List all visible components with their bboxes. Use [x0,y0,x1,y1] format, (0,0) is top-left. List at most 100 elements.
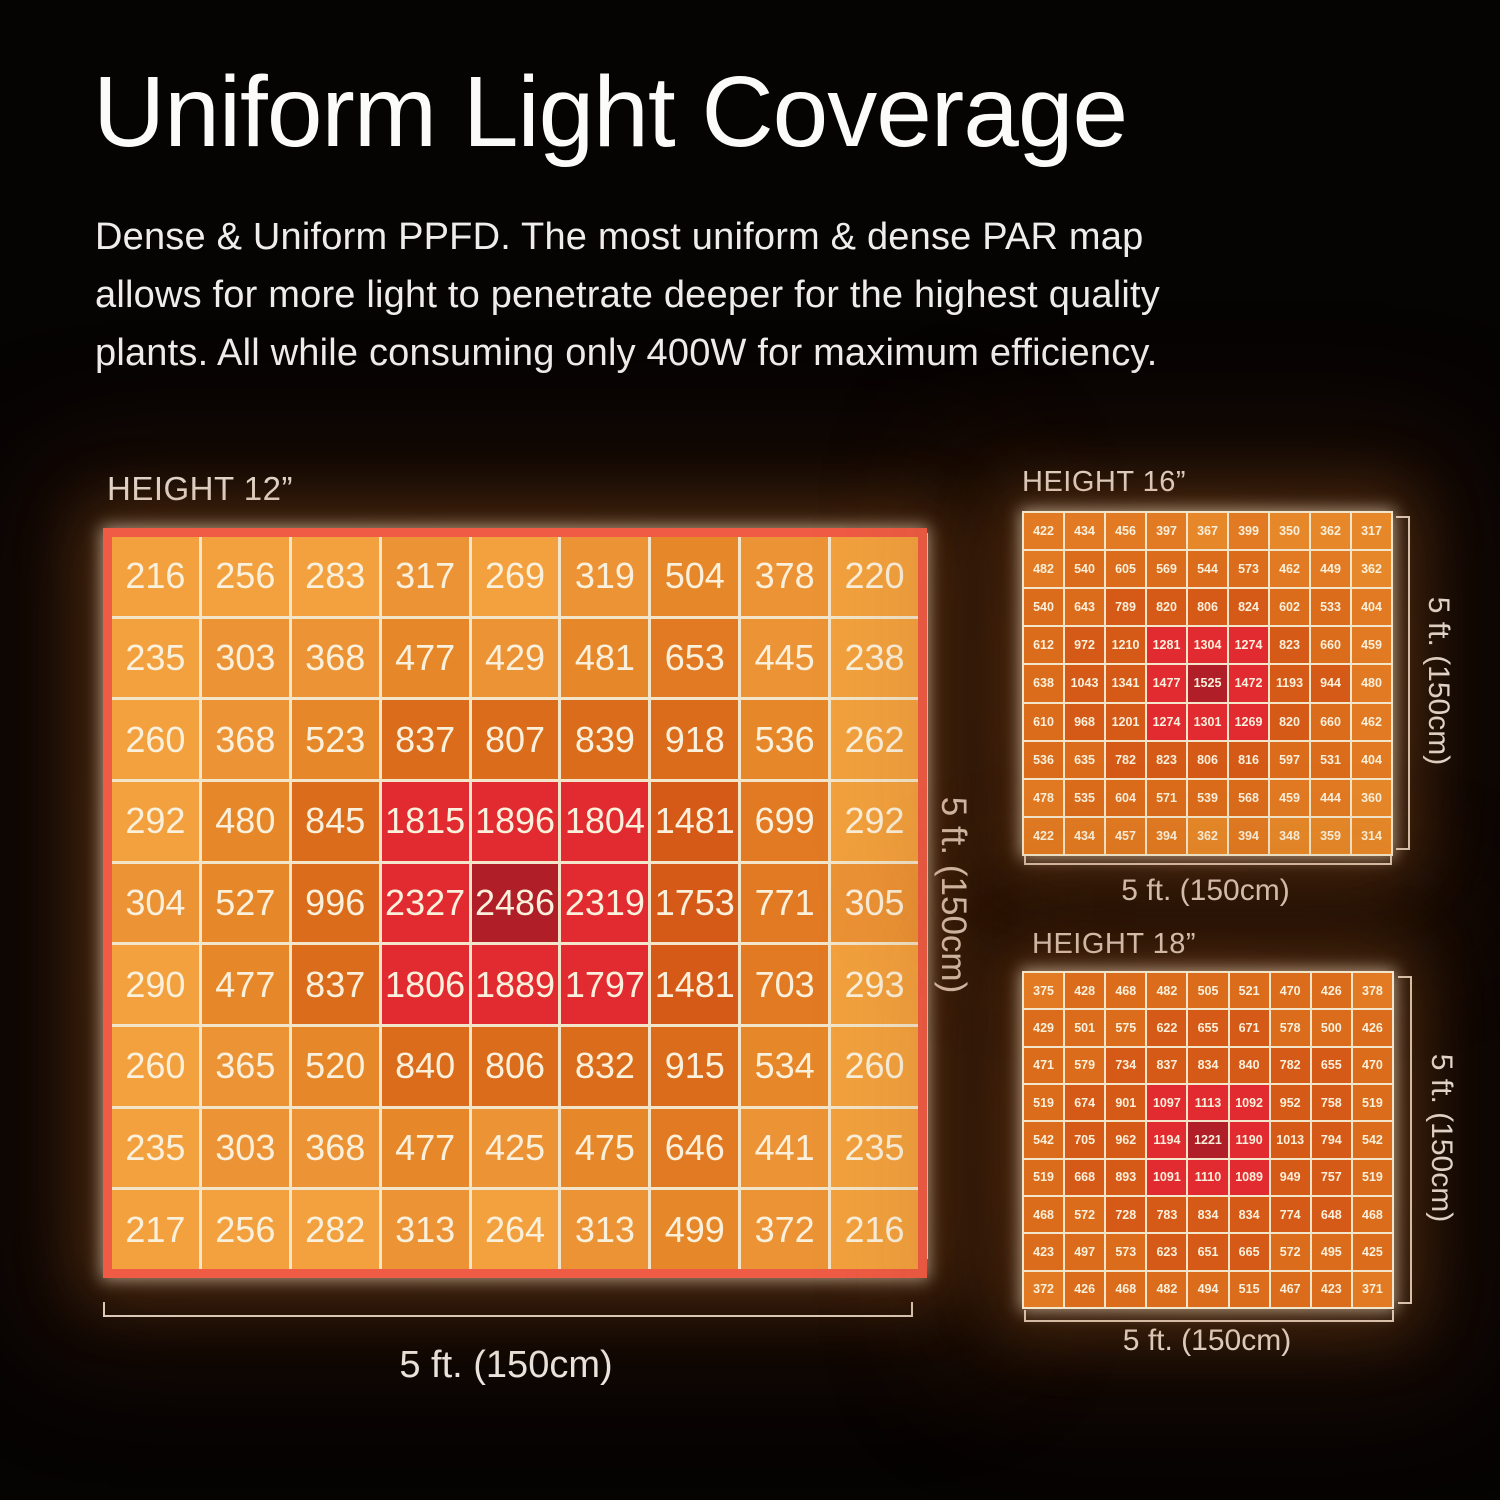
ppfd-cell: 368 [291,618,379,698]
ppfd-cell: 665 [1229,1234,1269,1270]
ppfd-cell: 368 [201,700,289,779]
ppfd-cell: 535 [1065,779,1104,816]
width-bracket-12 [103,1302,913,1317]
ppfd-cell: 1889 [471,945,559,1024]
ppfd-cell: 303 [201,1108,289,1188]
ppfd-cell: 1043 [1065,665,1104,702]
width-bracket-16 [1024,853,1392,865]
ppfd-cell: 399 [1229,513,1268,550]
ppfd-cell: 216 [831,1190,918,1269]
ppfd-cell: 1210 [1106,627,1145,664]
ppfd-cell: 540 [1024,589,1063,626]
ppfd-cell: 699 [741,781,829,861]
ppfd-cell: 544 [1188,551,1227,588]
ppfd-cell: 578 [1270,1010,1310,1046]
ppfd-cell: 823 [1147,741,1186,778]
ppfd-cell: 820 [1147,589,1186,626]
ppfd-cell: 531 [1311,741,1350,778]
ppfd-cell: 569 [1147,551,1186,588]
ppfd-cell: 901 [1106,1084,1146,1121]
ppfd-cell: 459 [1270,779,1309,816]
ppfd-cell: 429 [1024,1010,1064,1046]
ppfd-cell: 495 [1311,1234,1351,1270]
ppfd-cell: 605 [1106,551,1145,588]
ppfd-cell: 949 [1270,1159,1310,1195]
ppfd-cell: 1269 [1229,703,1268,740]
ppfd-cell: 1190 [1229,1122,1269,1158]
page-title: Uniform Light Coverage [93,56,1128,168]
heatmap-16-grid: 422 434 456 397 367 399 350 362 317 482 540 605 569 5… [1022,511,1393,856]
ppfd-cell: 256 [201,537,289,616]
ppfd-cell: 635 [1065,741,1104,778]
ppfd-cell: 2486 [471,863,559,943]
ppfd-cell: 360 [1352,779,1391,816]
ppfd-cell: 782 [1270,1047,1310,1083]
ppfd-cell: 515 [1229,1271,1269,1307]
ppfd-cell: 457 [1106,817,1145,854]
ppfd-cell: 1281 [1147,627,1186,664]
ppfd-cell: 362 [1352,551,1391,588]
ppfd-cell: 1806 [381,945,469,1024]
ppfd-cell: 1525 [1188,665,1227,702]
ppfd-cell: 794 [1311,1122,1351,1158]
ppfd-cell: 1753 [651,863,739,943]
ppfd-cell: 217 [112,1190,199,1269]
ppfd-cell: 1193 [1270,665,1309,702]
ppfd-cell: 317 [381,537,469,616]
width-dimension-16: 5 ft. (150cm) [1121,874,1290,907]
ppfd-cell: 404 [1352,741,1391,778]
ppfd-cell: 368 [291,1108,379,1188]
ppfd-cell: 1797 [561,945,649,1024]
ppfd-cell: 494 [1188,1271,1228,1307]
ppfd-cell: 542 [1024,1122,1064,1158]
ppfd-cell: 837 [381,700,469,779]
ppfd-cell: 362 [1188,817,1227,854]
ppfd-cell: 459 [1352,627,1391,664]
ppfd-cell: 426 [1311,973,1351,1009]
ppfd-cell: 372 [1024,1271,1064,1307]
ppfd-cell: 1113 [1188,1084,1228,1121]
ppfd-cell: 362 [1311,513,1350,550]
ppfd-cell: 597 [1270,741,1309,778]
ppfd-cell: 480 [201,781,289,861]
ppfd-cell: 304 [112,863,199,943]
ppfd-cell: 962 [1106,1122,1146,1158]
ppfd-cell: 262 [831,700,918,779]
ppfd-cell: 2319 [561,863,649,943]
ppfd-cell: 806 [471,1026,559,1106]
ppfd-cell: 290 [112,945,199,1024]
width-dimension-12: 5 ft. (150cm) [399,1344,613,1386]
ppfd-cell: 1110 [1188,1159,1228,1195]
ppfd-cell: 542 [1352,1122,1392,1158]
ppfd-cell: 394 [1147,817,1186,854]
ppfd-cell: 235 [831,1108,918,1188]
ppfd-cell: 612 [1024,627,1063,664]
ppfd-cell: 573 [1106,1234,1146,1270]
ppfd-cell: 425 [471,1108,559,1188]
ppfd-cell: 378 [741,537,829,616]
ppfd-cell: 534 [741,1026,829,1106]
ppfd-cell: 774 [1270,1196,1310,1233]
ppfd-cell: 660 [1311,627,1350,664]
ppfd-cell: 824 [1229,589,1268,626]
ppfd-cell: 668 [1065,1159,1105,1195]
ppfd-cell: 441 [741,1108,829,1188]
ppfd-cell: 651 [1188,1234,1228,1270]
ppfd-cell: 972 [1065,627,1104,664]
ppfd-cell: 500 [1311,1010,1351,1046]
ppfd-cell: 501 [1065,1010,1105,1046]
ppfd-cell: 468 [1352,1196,1392,1233]
ppfd-cell: 1815 [381,781,469,861]
ppfd-cell: 839 [561,700,649,779]
ppfd-cell: 293 [831,945,918,1024]
ppfd-cell: 1481 [651,945,739,1024]
ppfd-cell: 319 [561,537,649,616]
ppfd-cell: 292 [831,781,918,861]
ppfd-cell: 1341 [1106,665,1145,702]
ppfd-cell: 840 [1229,1047,1269,1083]
ppfd-cell: 807 [471,700,559,779]
ppfd-cell: 426 [1065,1271,1105,1307]
ppfd-cell: 519 [1024,1084,1064,1121]
ppfd-cell: 359 [1311,817,1350,854]
